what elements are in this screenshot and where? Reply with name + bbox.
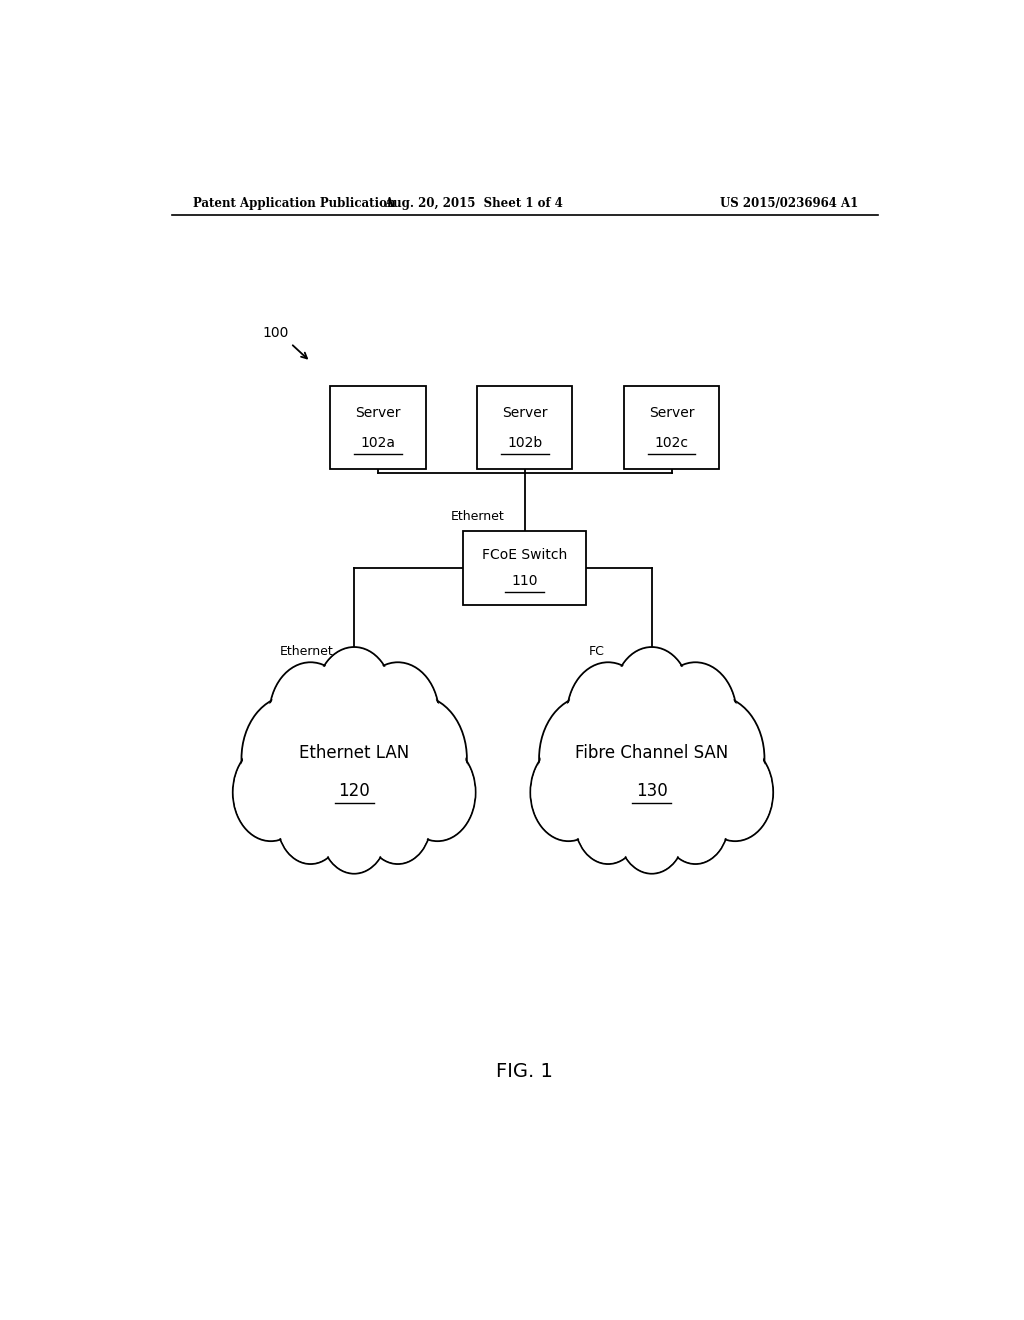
Circle shape (357, 664, 438, 767)
Circle shape (299, 682, 410, 825)
Text: Ethernet LAN: Ethernet LAN (299, 744, 410, 762)
Circle shape (539, 696, 638, 821)
Circle shape (654, 663, 736, 768)
Circle shape (697, 743, 773, 841)
Bar (331, 385, 426, 470)
Text: 102b: 102b (507, 436, 543, 450)
Circle shape (613, 647, 690, 744)
Text: 102a: 102a (360, 436, 395, 450)
Circle shape (663, 779, 729, 865)
Circle shape (668, 697, 763, 820)
Text: Server: Server (355, 405, 400, 420)
Circle shape (399, 743, 475, 841)
Circle shape (297, 681, 412, 826)
Circle shape (596, 682, 708, 825)
Circle shape (270, 664, 350, 767)
Bar (624, 385, 719, 470)
Circle shape (666, 696, 765, 821)
Text: FCoE Switch: FCoE Switch (482, 548, 567, 562)
Text: Ethernet: Ethernet (280, 645, 334, 657)
Circle shape (365, 779, 431, 865)
Circle shape (243, 697, 338, 820)
Circle shape (233, 744, 308, 840)
Circle shape (232, 743, 309, 841)
Circle shape (366, 780, 430, 863)
Text: 130: 130 (636, 781, 668, 800)
Circle shape (574, 779, 641, 865)
Text: Server: Server (649, 405, 694, 420)
Circle shape (664, 780, 728, 863)
Bar (463, 532, 587, 605)
Text: FC: FC (588, 645, 604, 657)
Circle shape (698, 744, 772, 840)
Circle shape (530, 743, 606, 841)
Circle shape (531, 744, 605, 840)
Circle shape (595, 681, 709, 826)
Text: Fibre Channel SAN: Fibre Channel SAN (575, 744, 728, 762)
Circle shape (575, 780, 640, 863)
Circle shape (400, 744, 474, 840)
Circle shape (370, 697, 465, 820)
Circle shape (541, 697, 636, 820)
Text: 120: 120 (338, 781, 370, 800)
Circle shape (316, 647, 392, 744)
Circle shape (242, 696, 340, 821)
Circle shape (269, 663, 352, 768)
Circle shape (620, 789, 684, 873)
Text: Patent Application Publication: Patent Application Publication (194, 197, 395, 210)
Text: FIG. 1: FIG. 1 (497, 1061, 553, 1081)
Text: 102c: 102c (654, 436, 688, 450)
Circle shape (567, 663, 649, 768)
Circle shape (278, 779, 344, 865)
Circle shape (614, 648, 689, 743)
Circle shape (322, 789, 386, 873)
Bar (477, 385, 572, 470)
Circle shape (618, 788, 685, 874)
Text: Server: Server (502, 405, 548, 420)
Circle shape (321, 788, 387, 874)
Text: 100: 100 (263, 326, 290, 341)
Text: Aug. 20, 2015  Sheet 1 of 4: Aug. 20, 2015 Sheet 1 of 4 (384, 197, 562, 210)
Circle shape (317, 648, 391, 743)
Text: US 2015/0236964 A1: US 2015/0236964 A1 (720, 197, 858, 210)
Text: 110: 110 (512, 574, 538, 589)
Circle shape (369, 696, 467, 821)
Text: Ethernet: Ethernet (451, 510, 504, 523)
Circle shape (655, 664, 735, 767)
Circle shape (568, 664, 648, 767)
Circle shape (279, 780, 343, 863)
Circle shape (356, 663, 439, 768)
